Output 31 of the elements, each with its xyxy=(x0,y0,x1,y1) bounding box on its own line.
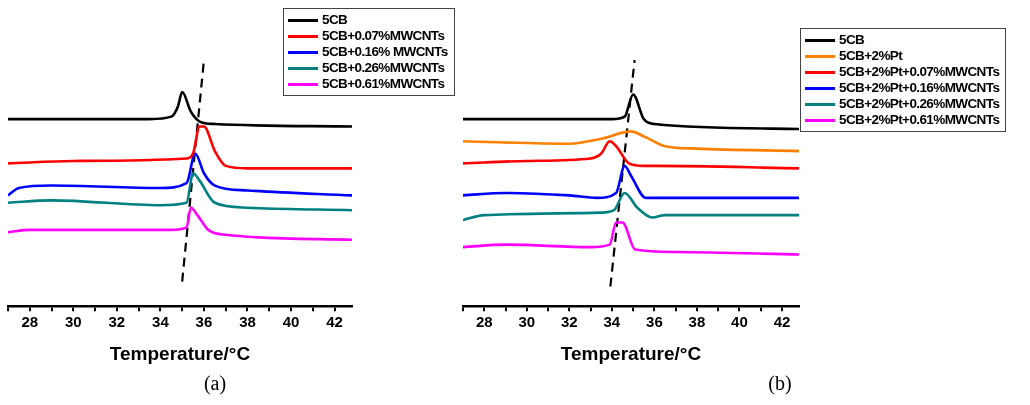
x-tick-label: 40 xyxy=(282,313,300,331)
x-tick-label: 36 xyxy=(195,313,213,331)
legend-label: 5CB xyxy=(839,32,865,48)
legend-label: 5CB+2%Pt xyxy=(839,48,903,64)
x-axis-title: Temperature/°C xyxy=(560,342,702,364)
legend-label: 5CB+2%Pt+0.26%MWCNTs xyxy=(839,96,1000,112)
x-tick-label: 38 xyxy=(688,313,706,331)
x-tick-label: 36 xyxy=(646,313,663,331)
x-tick-label: 30 xyxy=(518,313,536,331)
legend-label: 5CB+2%Pt+0.07%MWCNTs xyxy=(839,64,1000,80)
x-tick-label: 40 xyxy=(731,313,748,331)
legend-label: 5CB+2%Pt+0.61%MWCNTs xyxy=(839,112,1000,128)
x-tick-label: 28 xyxy=(21,313,39,331)
x-tick-label: 34 xyxy=(603,313,621,331)
legend-label: 5CB xyxy=(322,12,348,28)
legend-label: 5CB+0.07%MWCNTs xyxy=(322,28,445,44)
x-tick-label: 38 xyxy=(239,313,256,331)
x-tick-label: 42 xyxy=(326,313,343,331)
x-tick-label: 32 xyxy=(108,313,126,331)
x-tick-label: 30 xyxy=(64,313,82,331)
text: (a) xyxy=(203,372,227,395)
text: (b) xyxy=(768,372,792,395)
legend-label: 5CB+0.16% MWCNTs xyxy=(322,44,448,60)
x-tick-label: 34 xyxy=(152,313,170,331)
legend-label: 5CB+0.26%MWCNTs xyxy=(322,60,445,76)
x-tick-label: 32 xyxy=(560,313,578,331)
x-tick-label: 28 xyxy=(475,313,493,331)
x-tick-label: 42 xyxy=(773,313,791,331)
x-axis-title: Temperature/°C xyxy=(109,342,251,364)
legend-label: 5CB+2%Pt+0.16%MWCNTs xyxy=(839,80,1000,96)
legend-label: 5CB+0.61%MWCNTs xyxy=(322,76,445,92)
